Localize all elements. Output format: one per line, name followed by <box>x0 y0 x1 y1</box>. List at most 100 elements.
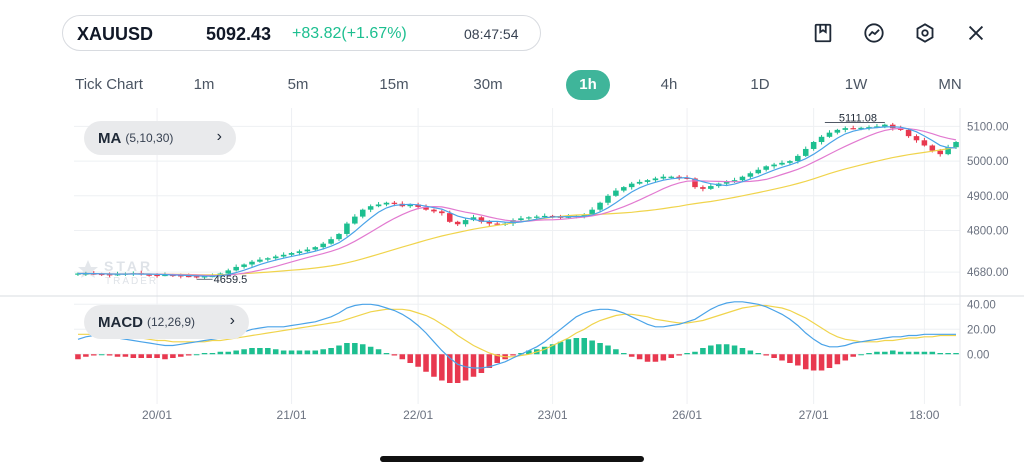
moving-averages <box>78 126 957 277</box>
symbol-label: XAUUSD <box>77 24 154 44</box>
candle-body <box>312 247 319 250</box>
candles <box>75 122 959 280</box>
timeframe-tabs: Tick Chart 1m 5m 15m 30m 1h 4h 1D 1W MN <box>0 70 1024 102</box>
candle-body <box>684 177 690 179</box>
home-indicator <box>380 456 644 462</box>
macd-histogram-bar <box>249 348 255 355</box>
bookmark-icon[interactable] <box>810 20 836 46</box>
candle-body <box>771 164 777 167</box>
macd-indicator-button[interactable]: MACD (12,26,9) › <box>84 305 249 339</box>
candle-body <box>193 276 200 278</box>
macd-histogram-bar <box>723 344 730 355</box>
macd-histogram-bar <box>486 354 493 368</box>
macd-histogram-bar <box>344 343 350 355</box>
candle-body <box>98 273 105 276</box>
macd-histogram-bar <box>882 351 888 355</box>
candle-body <box>589 209 595 215</box>
settings-icon[interactable] <box>912 20 938 46</box>
candle-body <box>565 216 572 218</box>
tab-5m[interactable]: 5m <box>287 76 309 93</box>
candle-body <box>668 176 675 178</box>
tab-1m[interactable]: 1m <box>193 76 215 93</box>
macd-histogram-bar <box>478 354 485 373</box>
candle-body <box>747 173 754 177</box>
candle-body <box>913 136 920 141</box>
macd-histogram-bar <box>185 354 192 356</box>
macd-tick-label: 40.00 <box>967 299 996 311</box>
candle-body <box>810 142 817 149</box>
trend-icon[interactable] <box>861 20 887 46</box>
macd-histogram-bar <box>589 340 595 355</box>
price-chart[interactable]: STAR TRADER 5111.08 4659.5 5100.00 5000.00 4… <box>0 108 1024 438</box>
candle-body <box>446 213 453 222</box>
time-tick-label: 21/01 <box>277 408 307 422</box>
macd-histogram-bar <box>802 354 809 370</box>
candle-body <box>763 166 769 170</box>
watermark-star-icon <box>78 260 98 278</box>
macd-histogram-bar <box>565 339 572 355</box>
tab-1d[interactable]: 1D <box>750 76 770 93</box>
macd-histogram-bar <box>178 354 184 357</box>
macd-histogram-bar <box>929 351 936 355</box>
candle-body <box>526 217 532 219</box>
macd-histogram-bar <box>407 354 413 363</box>
macd-histogram-bar <box>818 354 825 371</box>
candle-body <box>178 275 184 277</box>
price-tick-label: 5000.00 <box>967 156 1009 168</box>
tab-30m[interactable]: 30m <box>473 76 503 93</box>
tab-4h[interactable]: 4h <box>660 76 678 93</box>
quote-summary[interactable]: XAUUSD 5092.43 +83.82(+1.67%) 08:47:54 <box>62 15 541 51</box>
candle-body <box>296 251 303 254</box>
macd-histogram-bar <box>921 351 928 355</box>
ma-indicator-params: (5,10,30) <box>125 131 174 145</box>
ma-indicator-button[interactable]: MA (5,10,30) › <box>84 121 236 155</box>
macd-histogram-bar <box>739 348 746 355</box>
close-icon[interactable] <box>963 20 989 46</box>
candle-body <box>802 148 809 156</box>
tab-tick-chart[interactable]: Tick Chart <box>75 76 143 93</box>
macd-histogram-bar <box>439 354 445 381</box>
macd-histogram-bar <box>233 350 239 355</box>
candle-body <box>700 187 706 189</box>
candle-body <box>708 186 714 189</box>
time-tick-label: 26/01 <box>672 408 702 422</box>
macd-histogram-bar <box>613 349 619 355</box>
macd-histogram-bar <box>636 354 643 360</box>
macd-histogram-bar <box>652 354 659 362</box>
candle-body <box>929 145 936 151</box>
macd-tick-label: 0.00 <box>967 349 989 361</box>
candle-body <box>621 187 627 191</box>
candle-body <box>518 218 524 221</box>
candle-body <box>320 243 326 248</box>
macd-histogram-bar <box>510 354 516 356</box>
ma5-line <box>78 126 957 277</box>
macd-histogram-bar <box>905 351 912 355</box>
tab-15m[interactable]: 15m <box>379 76 409 93</box>
price-tick-label: 4680.00 <box>967 267 1009 279</box>
macd-histogram-bar <box>423 354 429 372</box>
macd-histogram-bar <box>945 353 951 355</box>
candle-body <box>676 176 682 178</box>
candle-body <box>407 204 413 207</box>
candle-body <box>454 221 461 225</box>
tab-1w[interactable]: 1W <box>844 76 868 93</box>
macd-histogram-bar <box>771 354 777 358</box>
macd-histogram-bar <box>747 350 754 355</box>
macd-histogram-bar <box>660 354 667 361</box>
macd-histogram-bar <box>874 351 880 355</box>
candle-body <box>272 256 279 259</box>
chart-area[interactable]: STAR TRADER 5111.08 4659.5 5100.00 5000.00 4… <box>0 108 1024 438</box>
tab-mn[interactable]: MN <box>938 76 962 93</box>
macd-histogram-bar <box>755 353 762 355</box>
candle-body <box>858 127 864 129</box>
macd-histogram-bar <box>628 354 635 357</box>
candle-body <box>249 261 255 265</box>
candle-body <box>597 202 603 210</box>
macd-histogram-bar <box>684 353 690 355</box>
price-tick-label: 4900.00 <box>967 191 1009 203</box>
tab-1h[interactable]: 1h <box>566 70 610 100</box>
chevron-right-icon: › <box>229 312 235 329</box>
macd-histogram-bar <box>146 354 152 358</box>
macd-histogram-bar <box>193 354 200 356</box>
macd-histogram-bar <box>328 348 334 355</box>
